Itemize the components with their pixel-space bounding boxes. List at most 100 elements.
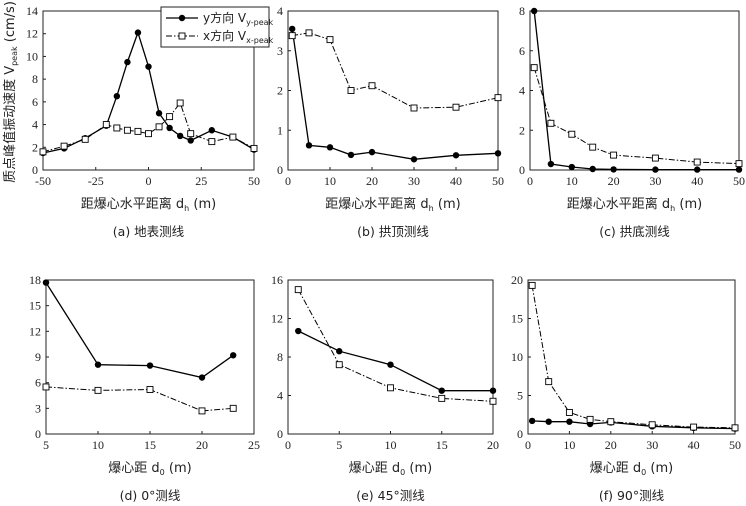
series-line-y <box>532 420 736 430</box>
data-point-y <box>545 418 552 425</box>
data-point-y <box>176 132 184 140</box>
x-tick-label: -25 <box>88 174 104 188</box>
data-point-x <box>589 143 597 151</box>
data-point-y <box>305 142 313 149</box>
data-point-x <box>528 281 536 289</box>
y-tick-label: 4 <box>32 118 38 132</box>
series-line-x <box>531 285 736 429</box>
y-tick-label: 9 <box>35 350 41 364</box>
plot-frame <box>529 10 740 171</box>
data-point-y <box>336 348 343 355</box>
data-point-x <box>305 29 313 37</box>
data-point-y <box>494 150 502 157</box>
x-tick-label: 30 <box>646 438 658 452</box>
data-point-y <box>146 362 154 369</box>
data-point-x <box>690 423 698 431</box>
y-tick-label: 4 <box>519 84 525 98</box>
y-tick-label: 2 <box>277 84 283 98</box>
y-tick-label: 10 <box>26 49 38 63</box>
y-tick-label: 2 <box>519 123 525 137</box>
data-point-x <box>113 124 121 132</box>
y-tick-label: 4 <box>277 4 283 18</box>
panel-f-90deg-line: 0 10 20 30 40 50 0 5 10 15 20 爆心距 d0 (m) (f) 90°测线 <box>511 273 741 503</box>
data-point-x <box>294 286 302 294</box>
data-point-x <box>586 415 594 423</box>
data-point-x <box>198 407 206 415</box>
y-tick-label: 0 <box>517 427 523 441</box>
data-point-x <box>610 151 618 159</box>
plot-frame <box>287 279 494 435</box>
data-point-x <box>39 148 47 156</box>
y-tick-label: 3 <box>35 401 41 415</box>
data-point-y <box>528 417 536 425</box>
legend-y-marker <box>178 14 186 22</box>
y-tick-label: 10 <box>511 350 523 364</box>
y-tick-label: 8 <box>519 4 525 18</box>
data-point-x <box>229 133 237 141</box>
data-point-x <box>155 123 163 131</box>
panel-caption: (f) 90°测线 <box>599 488 665 503</box>
data-point-x <box>494 94 502 102</box>
x-tick-label: 25 <box>195 174 207 188</box>
series-line-y <box>45 282 234 379</box>
x-tick-label: 50 <box>248 174 260 188</box>
data-point-x <box>693 158 701 166</box>
panel-a-surface-line: -50 -25 0 25 50 0 2 4 6 8 10 12 14 距爆心水平距离 dh (m) (a) … <box>26 4 260 239</box>
data-point-y <box>568 163 575 171</box>
data-point-y <box>694 166 701 173</box>
data-point-y <box>326 144 334 151</box>
y-tick-label: 12 <box>26 27 38 41</box>
data-point-x <box>452 103 460 111</box>
series-line-x <box>533 67 740 165</box>
series-line-x <box>292 32 499 109</box>
data-point-x <box>250 144 258 152</box>
y-tick-label: 15 <box>29 299 41 313</box>
data-point-y <box>610 166 617 173</box>
data-point-x <box>145 130 152 138</box>
data-point-x <box>648 421 656 429</box>
data-point-y <box>735 166 743 173</box>
x-tick-label: 30 <box>408 174 420 188</box>
y-tick-label: 6 <box>35 376 41 390</box>
data-point-x <box>176 99 184 107</box>
y-tick-label: 0 <box>277 427 283 441</box>
data-point-y <box>94 361 102 368</box>
data-point-y <box>187 137 194 144</box>
x-axis-label: 距爆心水平距离 dh (m) <box>81 196 216 213</box>
data-point-x <box>134 127 142 135</box>
data-point-y <box>113 92 121 100</box>
x-tick-label: 10 <box>385 438 397 452</box>
series-line-x <box>45 386 234 412</box>
x-tick-label: 50 <box>729 438 741 452</box>
x-tick-label: 15 <box>144 438 156 452</box>
data-point-y <box>589 165 596 173</box>
series-line-y <box>298 330 493 392</box>
data-point-y <box>134 29 142 36</box>
series-line-x <box>42 101 255 153</box>
data-point-y <box>566 418 573 425</box>
y-tick-label: 15 <box>511 312 523 326</box>
data-point-y <box>489 387 497 394</box>
panel-e-45deg-line: 0 5 10 15 20 0 4 8 12 16 爆心距 d0 (m) (e) 45°测线 <box>271 273 499 503</box>
data-point-y <box>208 127 215 134</box>
data-point-x <box>42 383 50 391</box>
plot-frame <box>45 279 255 435</box>
data-point-x <box>335 361 343 369</box>
y-tick-label: 14 <box>26 4 38 18</box>
y-tick-label: 20 <box>511 273 523 287</box>
data-point-x <box>166 113 174 121</box>
data-point-x <box>123 126 131 134</box>
x-axis-label: 爆心距 d0 (m) <box>590 461 673 477</box>
panel-caption: (c) 拱底测线 <box>599 224 670 239</box>
legend: y方向 Vy-peak x方向 Vx-peak <box>160 6 274 48</box>
data-point-y <box>438 387 445 394</box>
data-point-x <box>368 82 376 90</box>
data-point-x <box>94 386 102 394</box>
x-tick-label: 0 <box>285 174 291 188</box>
y-tick-label: 3 <box>277 44 283 58</box>
data-point-y <box>295 327 302 335</box>
y-tick-label: 2 <box>32 140 38 154</box>
y-tick-label: 4 <box>277 389 283 403</box>
x-tick-label: 20 <box>366 174 378 188</box>
y-tick-label: 5 <box>517 389 523 403</box>
